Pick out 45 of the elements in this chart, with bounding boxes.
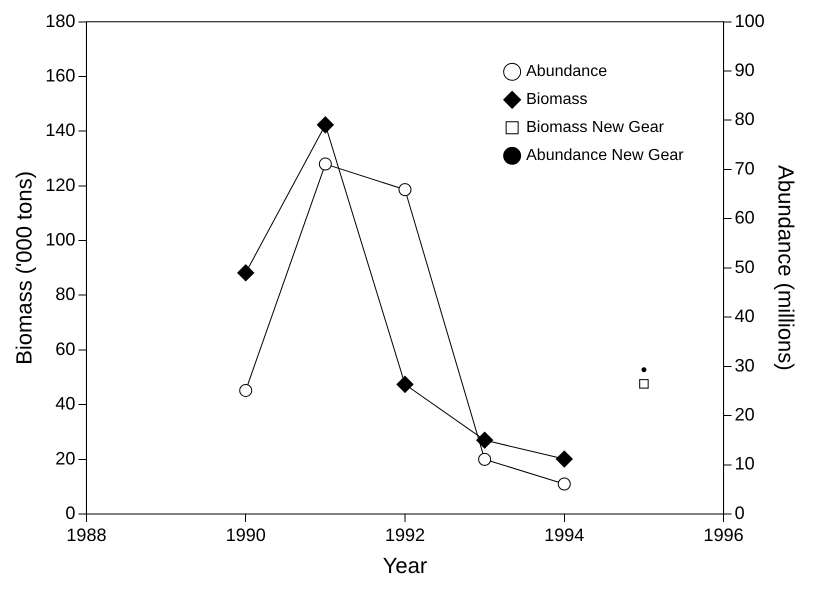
point [556,450,573,468]
y-tick-label: 140 [45,120,76,140]
y2-axis-title: Abundance (millions) [774,165,799,371]
x-tick-label: 1988 [66,524,106,545]
y2-tick-label: 70 [734,158,755,178]
y2-tick-label: 80 [734,109,755,130]
legend-label: Biomass [526,91,588,108]
point [316,116,334,134]
y2-tick-label: 20 [734,404,755,425]
y2-tick-label: 40 [734,306,755,326]
y-tick-label: 60 [55,338,76,359]
y-tick-label: 20 [55,448,76,468]
x-tick-label: 1996 [704,524,744,545]
legend-label: Abundance [526,63,608,80]
point [239,384,252,397]
y2-tick-label: 0 [734,502,745,523]
x-tick-label: 1992 [384,524,426,545]
y-tick-label: 120 [45,174,76,195]
y2-tick-label: 90 [734,60,755,80]
x-tick-label: 1994 [544,524,584,545]
y-tick-label: 100 [45,230,76,250]
y-tick-label: 180 [45,10,76,31]
x-tick-label: 1990 [226,524,266,545]
y-tick-label: 160 [45,65,76,86]
point [396,376,414,393]
point [237,264,254,282]
point [476,432,494,449]
y2-tick-label: 30 [734,355,755,376]
point [558,477,571,490]
y2-tick-label: 10 [734,454,755,474]
y-tick-label: 80 [55,284,76,304]
y2-tick-label: 60 [734,208,755,228]
y-axis-title: Biomass ('000 tons) [11,171,36,365]
point [641,367,646,372]
x-axis-title: Year [382,552,428,578]
y-tick-label: 40 [55,394,76,414]
legend-label: Biomass New Gear [526,119,665,136]
point [639,379,649,389]
legend-label: Abundance New Gear [526,147,684,164]
point [318,158,332,171]
y2-tick-label: 100 [734,10,765,31]
point [398,183,412,196]
point [478,452,492,466]
y-tick-label: 0 [65,502,76,523]
y2-tick-label: 50 [734,256,755,277]
